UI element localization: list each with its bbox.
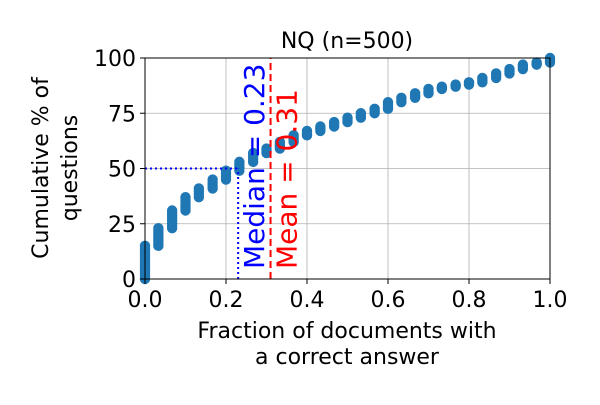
x-tick-label: 0.4 <box>290 288 325 313</box>
data-point <box>436 81 448 92</box>
data-point <box>247 147 259 159</box>
x-ticks: 0.0 0.2 0.4 0.6 0.8 1.0 <box>128 279 568 313</box>
data-point <box>207 174 218 185</box>
y-tick-label: 50 <box>108 158 136 183</box>
data-point <box>369 103 380 115</box>
data-point <box>342 112 353 123</box>
y-axis-label-line-1: Cumulative % of <box>29 76 54 259</box>
y-tick-label: 0 <box>122 268 136 293</box>
data-point <box>450 79 461 90</box>
annotation-label: Median = 0.23 <box>238 64 271 269</box>
x-tick-label: 0.0 <box>128 288 163 313</box>
data-point <box>477 72 488 84</box>
data-point <box>153 222 164 234</box>
x-axis-label-line-1: Fraction of documents with <box>197 319 496 344</box>
y-ticks: 0 25 50 75 100 <box>94 47 145 293</box>
data-point <box>234 156 245 168</box>
data-point <box>301 125 313 137</box>
data-point <box>193 183 205 194</box>
y-tick-label: 75 <box>108 102 136 127</box>
data-point <box>328 116 340 128</box>
annotation-lines: Median = 0.23 Mean = 0.31 <box>145 58 304 279</box>
data-point <box>288 130 299 141</box>
data-point <box>423 83 434 95</box>
x-axis-label-line-2: a correct answer <box>255 345 440 370</box>
x-tick-label: 0.2 <box>209 288 244 313</box>
data-point <box>490 68 502 79</box>
data-point <box>274 136 286 148</box>
data-point <box>504 63 515 75</box>
annotation-label: Mean = 0.31 <box>271 89 304 269</box>
data-point <box>261 143 272 154</box>
data-point <box>315 121 326 132</box>
y-tick-label: 25 <box>108 213 136 238</box>
data-point <box>517 59 529 70</box>
data-point <box>463 77 475 88</box>
data-point <box>180 192 191 203</box>
data-point <box>409 88 421 99</box>
y-axis-label-line-2: questions <box>58 115 83 222</box>
x-tick-label: 1.0 <box>533 288 568 313</box>
data-point <box>355 108 367 119</box>
chart-title: NQ (n=500) <box>281 29 413 54</box>
data-point <box>220 165 232 176</box>
data-point <box>531 57 542 68</box>
y-tick-label: 100 <box>94 47 136 72</box>
data-point <box>382 97 394 108</box>
data-point <box>396 92 407 103</box>
x-tick-label: 0.6 <box>371 288 406 313</box>
data-point <box>166 205 178 216</box>
x-tick-label: 0.8 <box>452 288 487 313</box>
